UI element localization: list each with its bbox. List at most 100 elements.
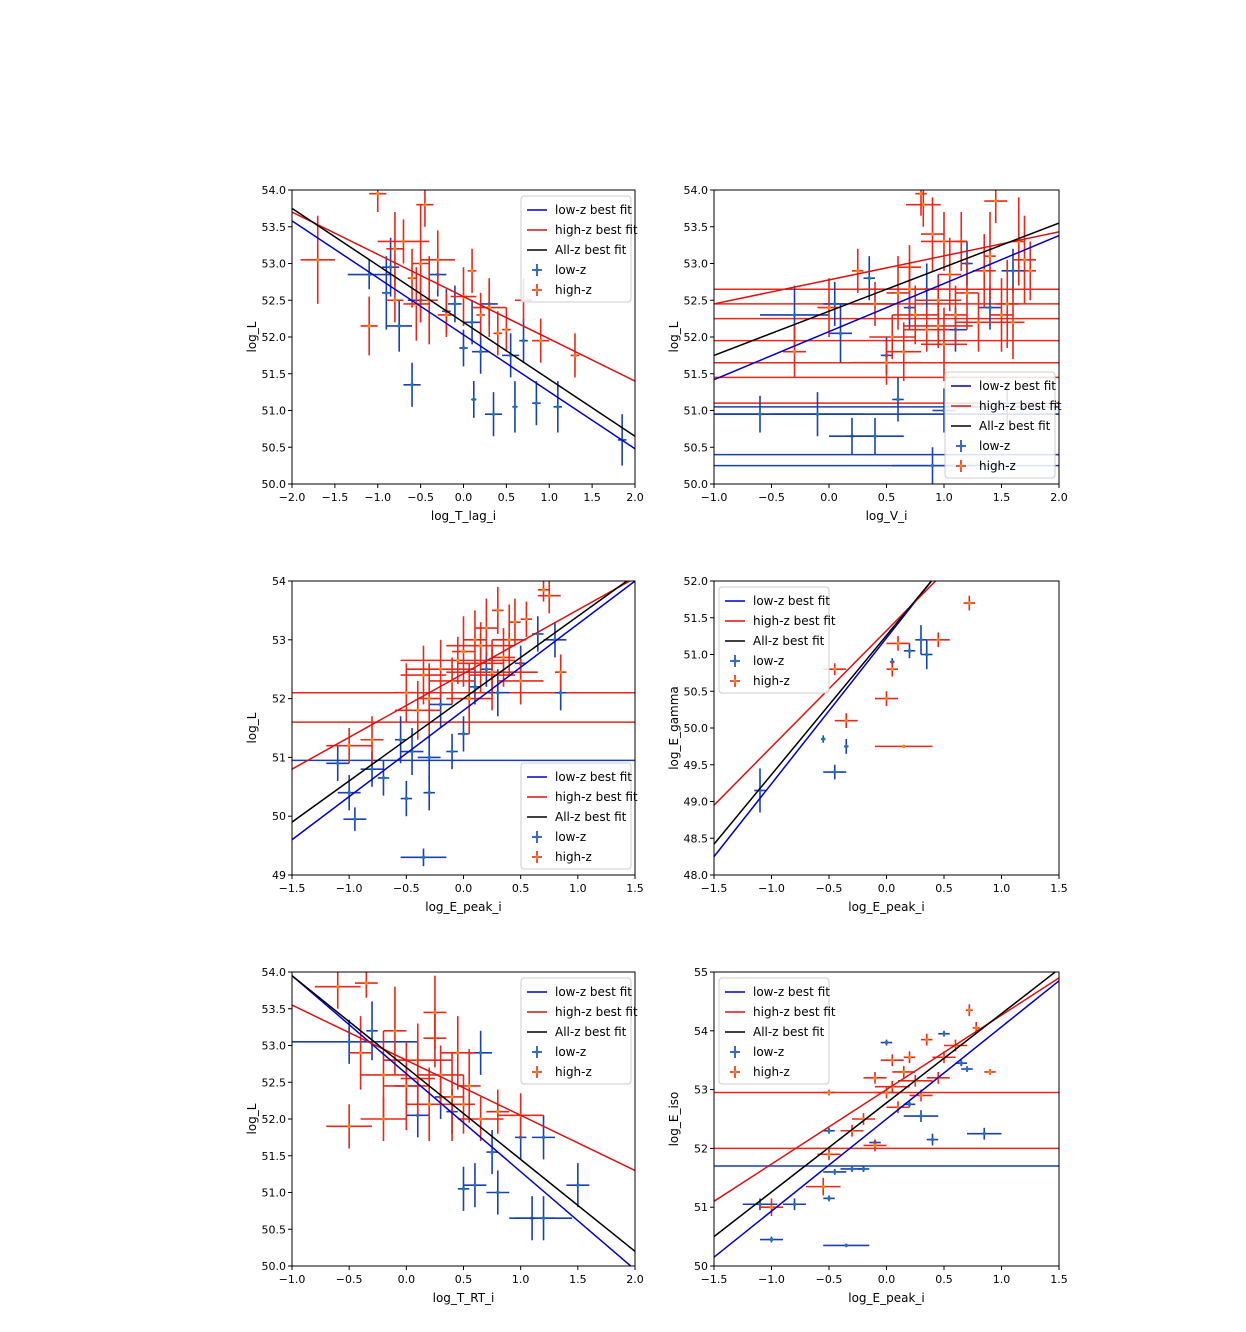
y-tick-label: 52.0 xyxy=(262,331,287,344)
highz-point-5-marker xyxy=(936,638,941,642)
lowz-point-9 xyxy=(471,381,477,418)
highz-point-20 xyxy=(537,581,561,614)
x-tick-label: −1.5 xyxy=(701,1273,728,1286)
lowz-point-2-marker xyxy=(821,737,826,741)
highz-point-12-marker xyxy=(470,269,474,273)
highz-point-3 xyxy=(386,212,404,286)
lowz-point-11-marker xyxy=(541,1135,546,1140)
highz-point-2-marker xyxy=(827,1152,831,1157)
legend: low-z best fit high-z best fit All-z best … xyxy=(718,586,836,694)
highz-point-9-marker xyxy=(919,191,923,196)
legend-highz-fit: high-z best fit xyxy=(527,1005,638,1019)
x-tick-label: 0.0 xyxy=(878,882,896,895)
lowz-point-3-marker xyxy=(410,382,414,387)
lowz-point-16 xyxy=(961,1066,973,1072)
highz-point-5-marker xyxy=(393,1029,397,1033)
lowz-point-3-marker xyxy=(370,767,374,771)
highz-point-32 xyxy=(921,212,967,271)
highz-point-1-marker xyxy=(821,1184,826,1189)
highz-point-21 xyxy=(863,1139,887,1152)
plot-area xyxy=(714,972,1059,1258)
lowz-point-17-marker xyxy=(827,1128,831,1133)
y-tick-label: 51.5 xyxy=(262,368,287,381)
highz-point-6-marker xyxy=(967,601,972,605)
legend-highz-fit-label: high-z best fit xyxy=(555,223,638,237)
lowz-point-14-marker xyxy=(496,690,500,695)
lowz-point-10 xyxy=(446,733,458,770)
legend-box xyxy=(520,977,632,1085)
lowz-point-5-marker xyxy=(873,434,877,439)
highz-point-4-marker xyxy=(901,744,906,749)
highz-point-12 xyxy=(467,248,477,293)
highz-point-0-marker xyxy=(832,667,837,671)
lowz-point-5-marker xyxy=(461,1187,466,1191)
legend-highz: high-z xyxy=(532,1065,592,1079)
highz-point-18-marker xyxy=(524,617,529,622)
x-tick-label: 1.5 xyxy=(993,491,1011,504)
legend-lowz-fit-label: low-z best fit xyxy=(555,770,632,784)
y-tick-label: 54.0 xyxy=(262,184,287,197)
highz-point-7-marker xyxy=(884,1090,889,1095)
highz-point-8-marker xyxy=(427,1102,432,1107)
y-tick-label: 49.0 xyxy=(684,796,709,809)
y-tick-label: 52 xyxy=(272,693,286,706)
highz-point-14 xyxy=(938,237,962,312)
lowz-point-4-marker xyxy=(844,1243,849,1248)
x-tick-label: 0.0 xyxy=(878,1273,896,1286)
highz-point-28 xyxy=(906,190,941,227)
highz-point-15-marker xyxy=(953,313,958,317)
highz-point-18-marker xyxy=(433,1010,437,1015)
lowz-point-17 xyxy=(863,256,875,301)
highz-point-25 xyxy=(446,622,515,670)
x-tick-label: 0.5 xyxy=(498,491,516,504)
highz-point-14-marker xyxy=(496,608,500,613)
lowz-point-0-marker xyxy=(347,1040,351,1044)
x-tick-label: −1.0 xyxy=(758,882,785,895)
lowz-point-10-marker xyxy=(930,463,935,468)
highz-point-5 xyxy=(886,256,910,330)
lowz-point-10-marker xyxy=(478,349,483,354)
x-tick-label: 1.5 xyxy=(569,1273,587,1286)
x-tick-label: 0.0 xyxy=(398,1273,416,1286)
lowz-point-13-marker xyxy=(541,1216,546,1221)
x-tick-label: 0.5 xyxy=(935,1273,953,1286)
lowz-point-17 xyxy=(553,381,563,433)
x-tick-label: 1.0 xyxy=(512,1273,530,1286)
highz-point-1-marker xyxy=(370,737,374,742)
legend-allz-fit-label: All-z best fit xyxy=(555,1025,627,1039)
lowz-point-11 xyxy=(823,1168,847,1175)
lowz-point-6-marker xyxy=(453,302,457,306)
highz-point-8 xyxy=(880,1054,904,1067)
x-tick-label: 1.5 xyxy=(626,882,644,895)
lowz-point-8-marker xyxy=(427,790,432,795)
x-axis-label: log_T_RT_i xyxy=(433,1291,495,1305)
highz-point-1 xyxy=(326,1104,373,1149)
highz-point-6-marker xyxy=(873,1076,877,1080)
highz-point-2 xyxy=(369,190,387,213)
y-tick-label: 54 xyxy=(272,575,286,588)
x-tick-label: −0.5 xyxy=(758,491,785,504)
x-axis-label: log_V_i xyxy=(866,509,908,523)
x-tick-label: 0.0 xyxy=(820,491,838,504)
highz-point-17 xyxy=(955,256,979,330)
highz-point-3-marker xyxy=(873,302,877,306)
lowz-point-2 xyxy=(820,735,826,743)
legend-highz-swatch-dot xyxy=(535,288,539,292)
y-tick-label: 50.0 xyxy=(262,478,287,491)
y-axis-label: log_L xyxy=(245,712,259,743)
y-tick-label: 51.5 xyxy=(262,1150,287,1163)
panel-4: −1.5 −1.0 −0.5 0.0 0.5 1.0 1.5 48.0 48.5 49.0 49.5… xyxy=(667,575,1068,914)
legend-allz-fit: All-z best fit xyxy=(725,634,825,648)
highz-point-21 xyxy=(984,190,1008,224)
highz-point-30 xyxy=(863,259,956,319)
lowz-point-0 xyxy=(326,745,350,781)
lowz-point-2-marker xyxy=(397,324,401,328)
highz-point-10-marker xyxy=(901,1070,906,1074)
y-tick-label: 52.0 xyxy=(684,575,709,588)
legend-highz-label: high-z xyxy=(555,850,592,864)
lowz-point-5-marker xyxy=(404,796,409,801)
highz-point-3-marker xyxy=(358,1051,363,1055)
highz-point-10-marker xyxy=(444,313,449,317)
lowz-point-7-marker xyxy=(421,855,426,860)
legend-lowz-label: low-z xyxy=(753,1045,784,1059)
